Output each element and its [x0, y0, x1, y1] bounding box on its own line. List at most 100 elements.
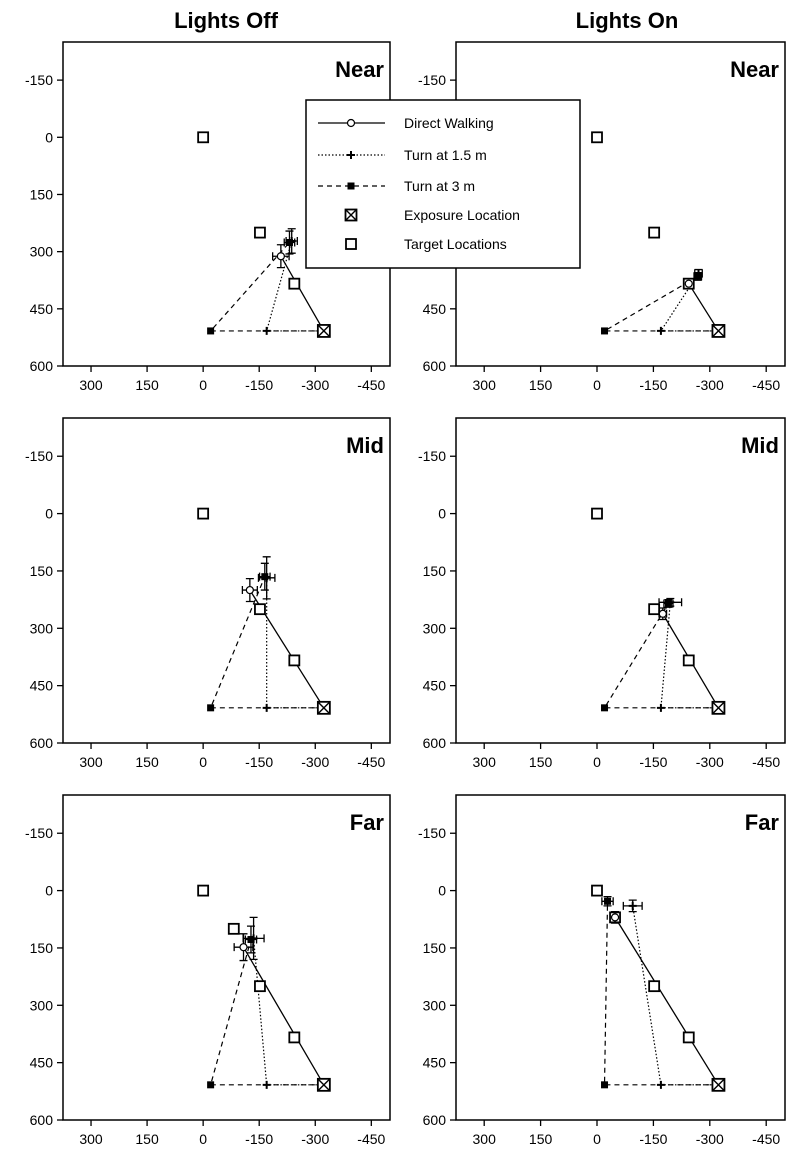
panel-mid-lights-off-y-tick-label: 150 — [30, 563, 54, 579]
panel-far-lights-off-x-tick-label: -150 — [245, 1131, 273, 1147]
panel-near-lights-on-target-marker — [591, 131, 603, 144]
panel-near-lights-off-turn15-start — [262, 326, 271, 335]
legend-turn3-label: Turn at 3 m — [404, 178, 475, 194]
panel-far-lights-on-x-tick-label: -150 — [639, 1131, 667, 1147]
panel-near-lights-on-direct-response — [684, 279, 693, 288]
panel-mid-lights-on-y-tick-label: 600 — [423, 735, 447, 751]
panel-near-lights-off-x-tick-label: 0 — [199, 377, 207, 393]
panel-far-lights-off-turn3-start — [207, 1081, 215, 1089]
panel-near-lights-on-y-tick-label: 450 — [423, 301, 447, 317]
panel-far-lights-off-turn15-start — [262, 1080, 271, 1089]
legend-direct-marker — [346, 118, 356, 128]
panels: 300 150 0 -150 -300 -450 -150 0 150 300 450 600 Near… — [25, 41, 786, 1147]
panel-mid-lights-on-y-tick-label: 300 — [423, 620, 447, 636]
panel-near-lights-on-target-marker — [648, 226, 661, 239]
column-title-lights-on: Lights On — [576, 8, 679, 33]
panel-far-lights-on-y-tick-label: 600 — [423, 1112, 447, 1128]
panel-near-lights-off-y-tick-label: 0 — [45, 129, 53, 145]
panel-mid-lights-off-x-tick-label: 0 — [199, 754, 207, 770]
legend: Direct Walking Turn at 1.5 m Turn at 3 m… — [305, 99, 581, 269]
panel-far-lights-on-x-tick-label: 150 — [529, 1131, 553, 1147]
panel-far-lights-off-y-tick-label: 150 — [30, 940, 54, 956]
legend-exposure-label: Exposure Location — [404, 207, 520, 223]
panel-far-lights-off-turn3-response — [247, 936, 255, 944]
panel-mid-lights-off-x-tick-label: -150 — [245, 754, 273, 770]
panel-mid-lights-off-turn15-start — [262, 703, 271, 712]
panel-mid-lights-on-target-marker — [682, 654, 695, 667]
panel-near-lights-off-x-tick-label: 300 — [79, 377, 103, 393]
panel-mid-lights-on-x-tick-label: 150 — [529, 754, 553, 770]
panel-near-lights-off-y-tick-label: 150 — [30, 186, 54, 202]
panel-mid-lights-on-x-tick-label: 0 — [593, 754, 601, 770]
panel-far-lights-on-turn3-response — [604, 897, 612, 905]
panel-mid-lights-off-exposure-cross — [317, 701, 331, 715]
panel-mid-lights-off-y-tick-label: 0 — [45, 506, 53, 522]
panel-mid-lights-off-x-tick-label: 300 — [79, 754, 103, 770]
panel-near-lights-on-x-tick-label: 0 — [593, 377, 601, 393]
legend-turn15-marker — [347, 151, 355, 159]
panel-mid-lights-on-exposure-cross — [711, 701, 725, 715]
legend-turn15-label: Turn at 1.5 m — [404, 147, 487, 163]
panel-far-lights-off-y-tick-label: 600 — [30, 1112, 54, 1128]
panel-mid-lights-off-target-marker — [288, 654, 301, 667]
legend-targets-label: Target Locations — [404, 236, 507, 252]
panel-far-lights-off-x-tick-label: 150 — [135, 1131, 159, 1147]
panel-mid-lights-off-x-tick-label: -450 — [357, 754, 385, 770]
panel-near-lights-on-turn15-response — [694, 269, 703, 278]
panel-mid-lights-on-y-tick-label: -150 — [418, 448, 446, 464]
panel-near-lights-off-label: Near — [335, 57, 384, 82]
panel-mid-lights-off-turn3-start — [207, 704, 215, 712]
panel-mid-lights-off-turn15-response — [262, 573, 271, 582]
panel-mid-lights-off-target-marker — [254, 603, 266, 616]
panel-near-lights-on-x-tick-label: -450 — [752, 377, 780, 393]
panel-far-lights-off-x-tick-label: 300 — [79, 1131, 103, 1147]
panel-near-lights-off-target-marker — [288, 277, 301, 290]
panel-far-lights-off-target-marker — [227, 922, 240, 935]
panel-mid-lights-on-turn3-path — [603, 603, 719, 709]
panel-far-lights-off-target-marker — [288, 1031, 301, 1044]
panel-far-lights-off-target-marker — [254, 980, 266, 993]
panel-mid-lights-on-turn15-start — [656, 703, 665, 712]
panel-mid-lights-off-y-tick-label: -150 — [25, 448, 53, 464]
panel-far-lights-on-exposure-cross — [711, 1078, 725, 1092]
panel-mid-lights-on-y-tick-label: 0 — [438, 506, 446, 522]
panel-mid-lights-on-label: Mid — [741, 433, 779, 458]
panel-mid-lights-on-x-tick-label: -450 — [752, 754, 780, 770]
column-title-lights-off: Lights Off — [174, 8, 279, 33]
panel-near-lights-on-direct-path — [688, 283, 719, 332]
panel-far-lights-off-y-tick-label: -150 — [25, 825, 53, 841]
panel-near-lights-off-x-tick-label: -450 — [357, 377, 385, 393]
panel-mid-lights-off-x-tick-label: 150 — [135, 754, 159, 770]
panel-near-lights-on-x-tick-label: -150 — [639, 377, 667, 393]
panel-mid-lights-on-x-tick-label: -150 — [639, 754, 667, 770]
panel-near-lights-off-turn3-start — [207, 327, 215, 335]
panel-far-lights-on-direct-path — [614, 917, 720, 1086]
panel-far-lights-on-x-tick-label: 0 — [593, 1131, 601, 1147]
panel-far-lights-on-y-tick-label: -150 — [418, 825, 446, 841]
panel-mid-lights-off-y-tick-label: 600 — [30, 735, 54, 751]
panel-near-lights-off-turn3-response — [285, 238, 293, 246]
panel-near-lights-off-target-marker — [254, 226, 266, 239]
panel-mid-lights-off: 300 150 0 -150 -300 -450 -150 0 150 300 450 600 Mid — [25, 417, 391, 770]
panel-mid-lights-on-direct-response — [658, 609, 667, 618]
panel-far-lights-off-direct-response — [239, 943, 248, 952]
panel-far-lights-on-label: Far — [745, 810, 780, 835]
panel-near-lights-off-target-marker — [197, 131, 210, 144]
panel-far-lights-on-x-tick-label: 300 — [473, 1131, 497, 1147]
panel-far-lights-off-turn3-path — [209, 939, 324, 1086]
panel-far-lights-on-y-tick-label: 300 — [423, 997, 447, 1013]
panel-near-lights-off-x-tick-label: -150 — [245, 377, 273, 393]
panel-far-lights-on-turn3-path — [603, 901, 719, 1086]
panel-near-lights-on-exposure-cross — [711, 324, 725, 338]
panel-far-lights-on-y-tick-label: 0 — [438, 883, 446, 899]
panel-mid-lights-on-frame — [455, 417, 786, 744]
panel-far-lights-off-y-tick-label: 0 — [45, 883, 53, 899]
panel-near-lights-on-x-tick-label: 300 — [473, 377, 497, 393]
legend-exposure-marker — [344, 208, 358, 222]
panel-far-lights-on-target-marker — [682, 1031, 695, 1044]
panel-far-lights-on-target-marker — [648, 980, 661, 993]
panel-far-lights-on-y-tick-label: 150 — [423, 940, 447, 956]
panel-far-lights-off-turn15-response — [249, 934, 258, 943]
